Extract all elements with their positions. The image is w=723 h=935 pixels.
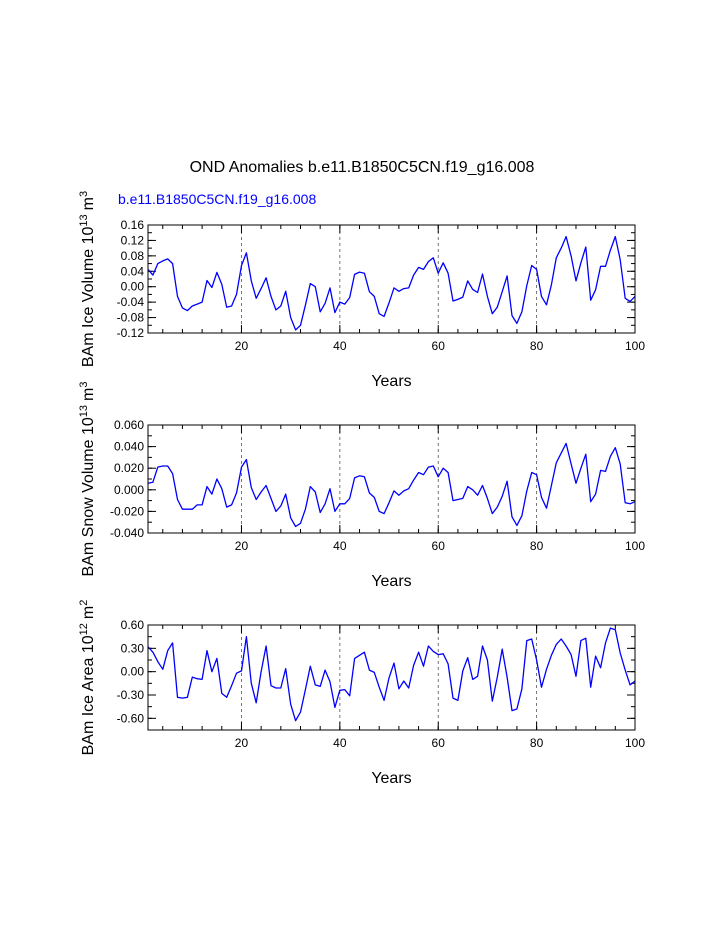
x-tick-label: 100 xyxy=(625,339,645,353)
x-tick-label: 60 xyxy=(432,339,446,353)
y-tick-label: 0.00 xyxy=(121,280,145,294)
data-series-line xyxy=(147,627,636,722)
y-tick-label: -0.08 xyxy=(117,311,145,325)
y-tick-label: -0.020 xyxy=(110,504,144,518)
y-tick-label: 0.000 xyxy=(114,483,144,497)
y-tick-label: 0.16 xyxy=(121,218,145,232)
plot-frame xyxy=(147,424,636,534)
figure-title: OND Anomalies b.e11.B1850C5CN.f19_g16.00… xyxy=(190,159,535,176)
plot-frame xyxy=(147,624,636,731)
y-tick-label: -0.12 xyxy=(117,326,145,340)
x-tick-label: 20 xyxy=(235,339,249,353)
y-tick-label: 0.30 xyxy=(121,641,145,655)
y-tick-label: 0.00 xyxy=(121,665,145,679)
x-axis-title: Years xyxy=(371,770,411,787)
x-tick-label: 40 xyxy=(333,339,347,353)
y-axis-title-part: BAm Snow Volume 10 xyxy=(80,417,97,576)
x-tick-label: 80 xyxy=(530,736,544,750)
figure-subtitle: b.e11.B1850C5CN.f19_g16.008 xyxy=(118,191,316,207)
y-tick-label: 0.08 xyxy=(121,249,145,263)
y-tick-label: 0.12 xyxy=(121,233,145,247)
y-axis-title-part: 2 xyxy=(78,600,90,606)
y-axis-title-part: BAm Ice Area 10 xyxy=(80,635,97,755)
x-tick-label: 100 xyxy=(625,539,645,553)
y-axis-title-part: m xyxy=(80,388,97,401)
x-tick-label: 60 xyxy=(432,539,446,553)
x-tick-label: 100 xyxy=(625,736,645,750)
y-axis-title-part: 3 xyxy=(78,191,90,197)
y-tick-label: 0.040 xyxy=(114,440,144,454)
y-axis-title-part: 3 xyxy=(78,382,90,388)
x-tick-label: 80 xyxy=(530,539,544,553)
y-tick-label: -0.04 xyxy=(117,295,145,309)
y-tick-label: -0.040 xyxy=(110,526,144,540)
data-series-line xyxy=(147,442,636,528)
x-tick-label: 20 xyxy=(235,736,249,750)
x-axis-title: Years xyxy=(371,373,411,390)
x-tick-label: 60 xyxy=(432,736,446,750)
chart-panel-1: -0.12-0.08 -0.040.00 0.040.08 0.120.16 20 40 6… xyxy=(78,191,645,390)
y-axis-title-part: BAm Ice Volume 10 xyxy=(80,226,97,367)
y-tick-label: 0.04 xyxy=(121,264,145,278)
x-tick-label: 40 xyxy=(333,539,347,553)
x-tick-label: 80 xyxy=(530,339,544,353)
y-axis-title-part: 13 xyxy=(78,214,90,226)
y-axis-title: BAm Ice Volume 1013 m3 xyxy=(78,191,97,367)
x-tick-label: 20 xyxy=(235,539,249,553)
y-tick-label: 0.60 xyxy=(121,618,145,632)
y-axis-title: BAm Ice Area 1012 m2 xyxy=(78,600,97,756)
y-axis-title-part: 12 xyxy=(78,623,90,635)
x-tick-label: 40 xyxy=(333,736,347,750)
x-axis-title: Years xyxy=(371,573,411,590)
plot-frame xyxy=(147,224,636,334)
chart-panel-3: -0.60 -0.30 0.00 0.30 0.60 20 40 60 80 100 Years BA… xyxy=(78,600,645,787)
y-tick-label: -0.60 xyxy=(117,711,145,725)
chart-panel-2: -0.040 -0.020 0.000 0.020 0.040 0.060 20 40 60 80… xyxy=(78,382,645,590)
y-tick-label: -0.30 xyxy=(117,688,145,702)
y-tick-label: 0.060 xyxy=(114,418,144,432)
y-axis-title-part: 13 xyxy=(78,405,90,417)
y-tick-label: 0.020 xyxy=(114,461,144,475)
y-axis-title-part: m xyxy=(80,197,97,210)
y-axis-title: BAm Snow Volume 1013 m3 xyxy=(78,382,97,577)
data-series-line xyxy=(147,235,636,331)
y-axis-title-part: m xyxy=(80,606,97,619)
